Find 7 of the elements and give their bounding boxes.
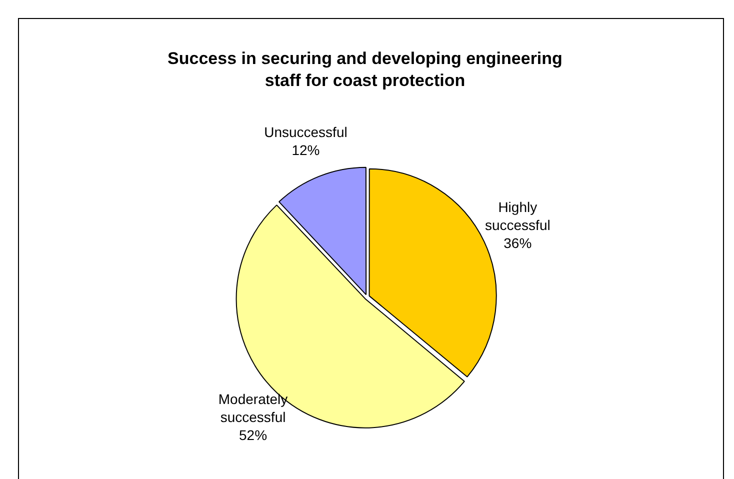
data-label: 52% — [239, 427, 268, 444]
data-label: 12% — [292, 142, 320, 158]
slice-label: Highly successful — [484, 198, 550, 233]
chart-title: Success in securing and developing engineering staff for coast protection — [166, 48, 564, 92]
slice-label: Unsuccessful — [264, 124, 348, 140]
data-label: 36% — [504, 234, 532, 251]
slice-label: Moderately successful — [218, 391, 288, 426]
